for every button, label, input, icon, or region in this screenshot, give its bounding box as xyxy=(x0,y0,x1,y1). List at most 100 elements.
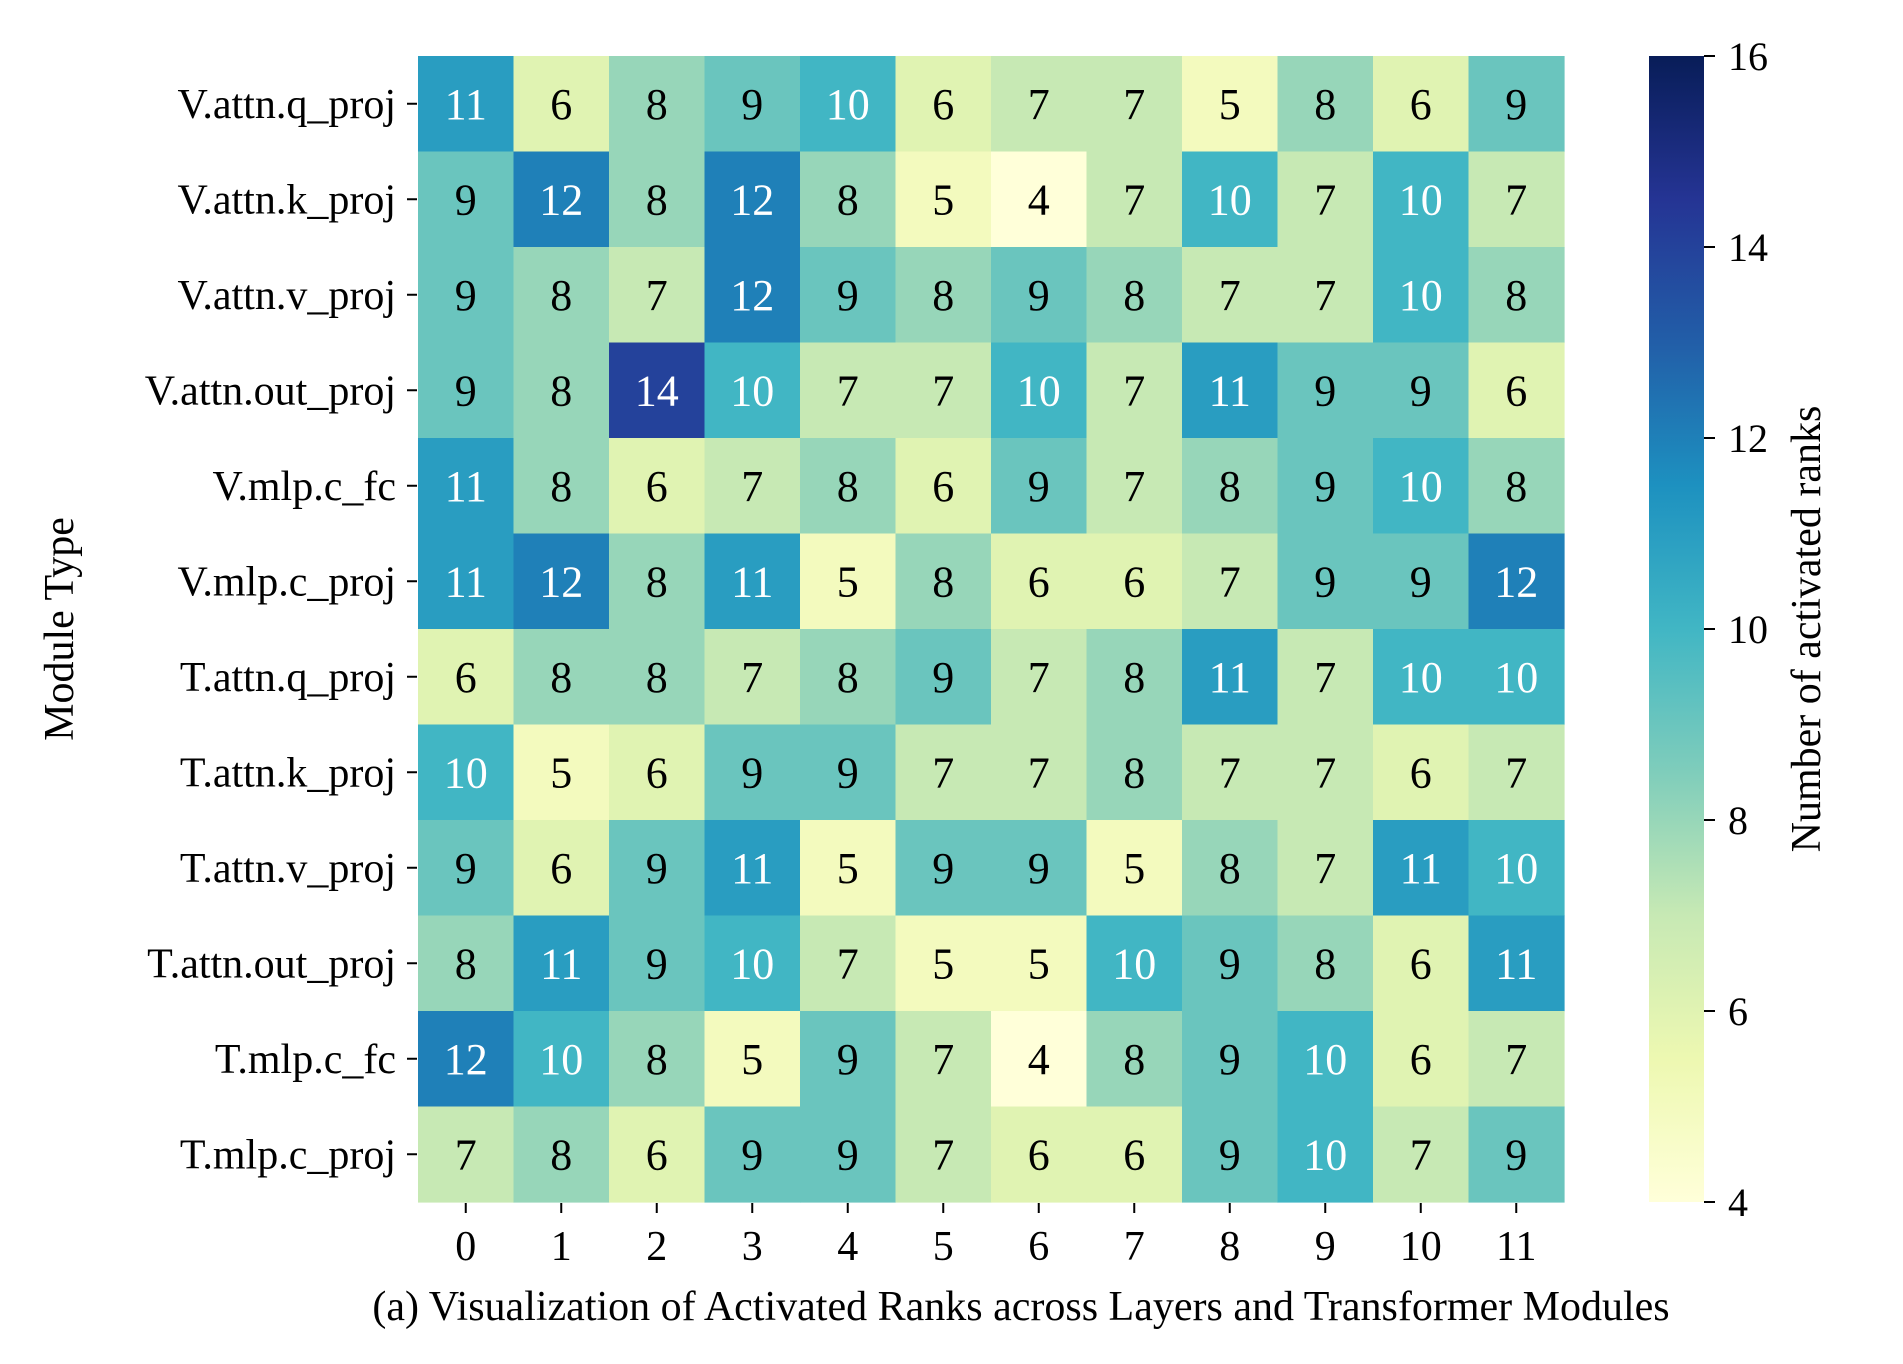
cell-value-label: 8 xyxy=(646,175,668,224)
heatmap-cell xyxy=(1086,915,1183,1012)
heatmap-cell xyxy=(704,1011,801,1108)
cell-value-label: 11 xyxy=(540,939,582,988)
cell-value-label: 6 xyxy=(646,1130,668,1179)
x-tick-label: 8 xyxy=(1219,1224,1240,1270)
heatmap-cell xyxy=(1468,56,1565,153)
heatmap-cell xyxy=(513,1011,610,1108)
cell-value-label: 7 xyxy=(741,462,763,511)
cell-value-label: 6 xyxy=(1505,366,1527,415)
heatmap-cell xyxy=(609,915,706,1012)
heatmap-cell xyxy=(800,533,897,630)
heatmap-cell xyxy=(609,1106,706,1203)
heatmap-cell xyxy=(1468,915,1565,1012)
cell-value-label: 7 xyxy=(1028,80,1050,129)
heatmap-cell xyxy=(1277,1106,1374,1203)
heatmap-cell xyxy=(1182,342,1279,439)
heatmap-cell xyxy=(418,629,515,726)
cell-value-label: 7 xyxy=(932,1130,954,1179)
y-tick-label: V.attn.q_proj xyxy=(177,82,396,128)
cell-value-label: 11 xyxy=(445,557,487,606)
cell-value-label: 8 xyxy=(646,1035,668,1084)
colorbar: 4 6 8 10 12 14 16 xyxy=(1649,34,1768,1225)
heatmap-cell xyxy=(800,151,897,248)
heatmap-cell xyxy=(895,56,992,153)
cell-value-label: 10 xyxy=(1494,844,1538,893)
heatmap-cell xyxy=(1182,1106,1279,1203)
cell-value-label: 9 xyxy=(455,175,477,224)
heatmap-cell xyxy=(1182,820,1279,917)
cell-value-label: 11 xyxy=(731,557,773,606)
heatmap-cell xyxy=(895,724,992,821)
cell-value-label: 12 xyxy=(1494,557,1538,606)
heatmap-cell xyxy=(1277,438,1374,535)
cell-value-label: 9 xyxy=(837,1035,859,1084)
heatmap-cell xyxy=(704,724,801,821)
heatmap-cell xyxy=(800,1011,897,1108)
cell-value-label: 6 xyxy=(1410,1035,1432,1084)
heatmap-cell xyxy=(1468,820,1565,917)
colorbar-tick-label: 8 xyxy=(1728,798,1748,843)
cell-value-label: 8 xyxy=(1314,80,1336,129)
heatmap-cell xyxy=(1373,629,1470,726)
cell-value-label: 6 xyxy=(1028,557,1050,606)
cell-value-label: 11 xyxy=(1209,653,1251,702)
cell-value-label: 7 xyxy=(1314,271,1336,320)
cell-value-label: 10 xyxy=(1494,653,1538,702)
cell-value-label: 8 xyxy=(1314,939,1336,988)
heatmap-cell xyxy=(418,342,515,439)
heatmap-cell xyxy=(418,247,515,344)
cell-value-label: 8 xyxy=(837,462,859,511)
heatmap-cell xyxy=(513,247,610,344)
cell-value-label: 8 xyxy=(1505,271,1527,320)
cell-value-label: 9 xyxy=(932,653,954,702)
heatmap-cell xyxy=(418,915,515,1012)
cell-value-label: 9 xyxy=(1219,1130,1241,1179)
cell-value-label: 9 xyxy=(837,748,859,797)
heatmap-cell xyxy=(991,438,1088,535)
cell-value-label: 4 xyxy=(1028,1035,1050,1084)
heatmap-cell xyxy=(1182,151,1279,248)
y-tick-label: V.attn.v_proj xyxy=(177,273,396,319)
cell-value-label: 10 xyxy=(1303,1130,1347,1179)
cell-value-label: 9 xyxy=(837,1130,859,1179)
cell-value-label: 9 xyxy=(455,366,477,415)
cell-value-label: 8 xyxy=(1123,1035,1145,1084)
heatmap-cell xyxy=(1182,915,1279,1012)
cell-value-label: 11 xyxy=(445,462,487,511)
heatmap-cell xyxy=(418,151,515,248)
heatmap-cell xyxy=(1468,151,1565,248)
cell-value-label: 9 xyxy=(1219,1035,1241,1084)
colorbar-gradient xyxy=(1649,56,1704,1202)
colorbar-tick-label: 6 xyxy=(1728,989,1748,1034)
heatmap-cell xyxy=(1468,342,1565,439)
cell-value-label: 8 xyxy=(1505,462,1527,511)
cell-value-label: 6 xyxy=(1410,748,1432,797)
heatmap-cell xyxy=(418,724,515,821)
cell-value-label: 6 xyxy=(932,80,954,129)
heatmap-cell xyxy=(418,438,515,535)
cell-value-label: 9 xyxy=(1505,80,1527,129)
heatmap-cell xyxy=(895,1011,992,1108)
cell-value-label: 8 xyxy=(837,175,859,224)
cell-value-label: 10 xyxy=(1399,653,1443,702)
heatmap-cell xyxy=(704,342,801,439)
cell-value-label: 11 xyxy=(445,80,487,129)
heatmap-cell xyxy=(1277,342,1374,439)
heatmap-cell xyxy=(1086,820,1183,917)
cell-value-label: 8 xyxy=(837,653,859,702)
heatmap-cell xyxy=(418,56,515,153)
cell-value-label: 9 xyxy=(1410,366,1432,415)
cell-value-label: 6 xyxy=(646,462,668,511)
heatmap-cell xyxy=(609,533,706,630)
cell-value-label: 9 xyxy=(837,271,859,320)
x-tick-label: 2 xyxy=(646,1224,667,1270)
cell-value-label: 5 xyxy=(837,844,859,893)
cell-value-label: 6 xyxy=(550,844,572,893)
heatmap-cell xyxy=(991,1011,1088,1108)
x-tick-label: 3 xyxy=(742,1224,763,1270)
heatmap-cell xyxy=(800,56,897,153)
cell-value-label: 10 xyxy=(730,366,774,415)
heatmap-cell xyxy=(991,724,1088,821)
heatmap-cell xyxy=(800,820,897,917)
heatmap-cell xyxy=(1182,438,1279,535)
